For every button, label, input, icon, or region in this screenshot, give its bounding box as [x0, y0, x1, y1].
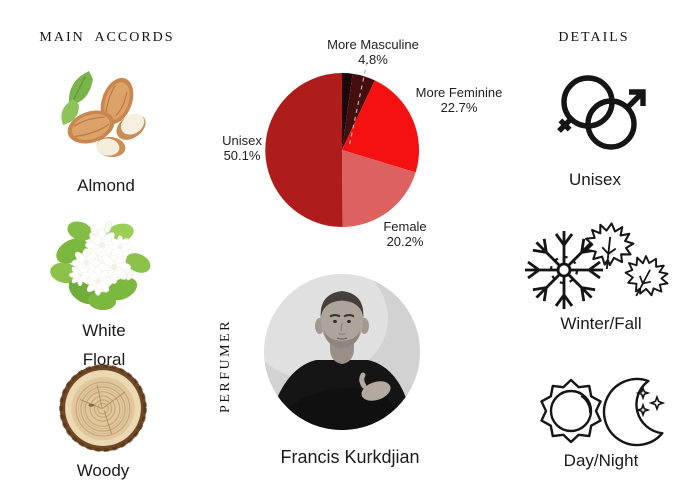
female-symbol-cross	[557, 117, 573, 133]
pie-slice-unisex	[265, 73, 343, 228]
gender-pie-chart	[255, 58, 429, 232]
floral-flowers	[68, 220, 134, 296]
snowflake-icon	[523, 229, 605, 311]
snowflake-and-maple-leaves-icon	[519, 221, 679, 317]
pie-slice-unlabeled	[342, 72, 353, 150]
pie-label-unisex: Unisex 50.1%	[222, 133, 262, 163]
almond-half-right	[116, 113, 146, 140]
pie-slice-female	[342, 150, 416, 227]
crescent-moon-icon	[602, 377, 666, 447]
accord-label-almond: Almond	[77, 176, 135, 195]
almond-nut-front	[67, 110, 115, 144]
accord-label-white-floral: White Floral	[82, 321, 126, 369]
almond-half-bottom	[96, 136, 126, 158]
portrait-face	[321, 296, 363, 348]
perfumer-section-label: PERFUMER	[218, 319, 233, 413]
detail-label-winter-fall: Winter/Fall	[560, 314, 642, 333]
wood-log-image	[55, 362, 151, 458]
detail-label-unisex: Unisex	[569, 170, 621, 189]
main-accords-title: MAIN ACCORDS	[39, 30, 175, 45]
detail-label-day-night: Day/Night	[563, 451, 639, 470]
male-symbol-circle	[585, 98, 637, 150]
pie-slice-more-feminine	[342, 80, 420, 173]
perfumer-portrait	[264, 274, 420, 430]
accord-label-woody: Woody	[76, 461, 130, 480]
almond-nut-back	[100, 77, 134, 125]
sun-and-moon-icon	[537, 375, 673, 449]
maple-leaf-icon-small	[615, 247, 677, 308]
star-sparkles-icon	[635, 385, 666, 418]
pie-slice-more-masculine	[342, 73, 375, 150]
almond-image	[55, 65, 155, 165]
male-female-symbols-icon	[549, 71, 655, 153]
wood-cracks	[79, 384, 126, 435]
label-leader-line	[348, 61, 368, 148]
portrait-hair	[320, 291, 364, 320]
pie-label-female: Female 20.2%	[383, 219, 427, 249]
wood-growth-rings	[75, 381, 131, 437]
maple-leaf-icon	[582, 221, 637, 273]
pie-label-more-masculine: More Masculine 4.8%	[327, 37, 419, 67]
details-title: DETAILS	[558, 30, 630, 45]
white-floral-image	[50, 211, 154, 315]
portrait-hand	[361, 381, 391, 401]
floral-leaves	[50, 221, 151, 311]
perfumer-name: Francis Kurkdjian	[280, 447, 420, 467]
sun-icon	[540, 378, 602, 444]
almond-leaf-small	[61, 99, 79, 125]
male-symbol-arrow	[625, 89, 646, 110]
pie-label-more-feminine: More Feminine 22.7%	[415, 85, 503, 115]
